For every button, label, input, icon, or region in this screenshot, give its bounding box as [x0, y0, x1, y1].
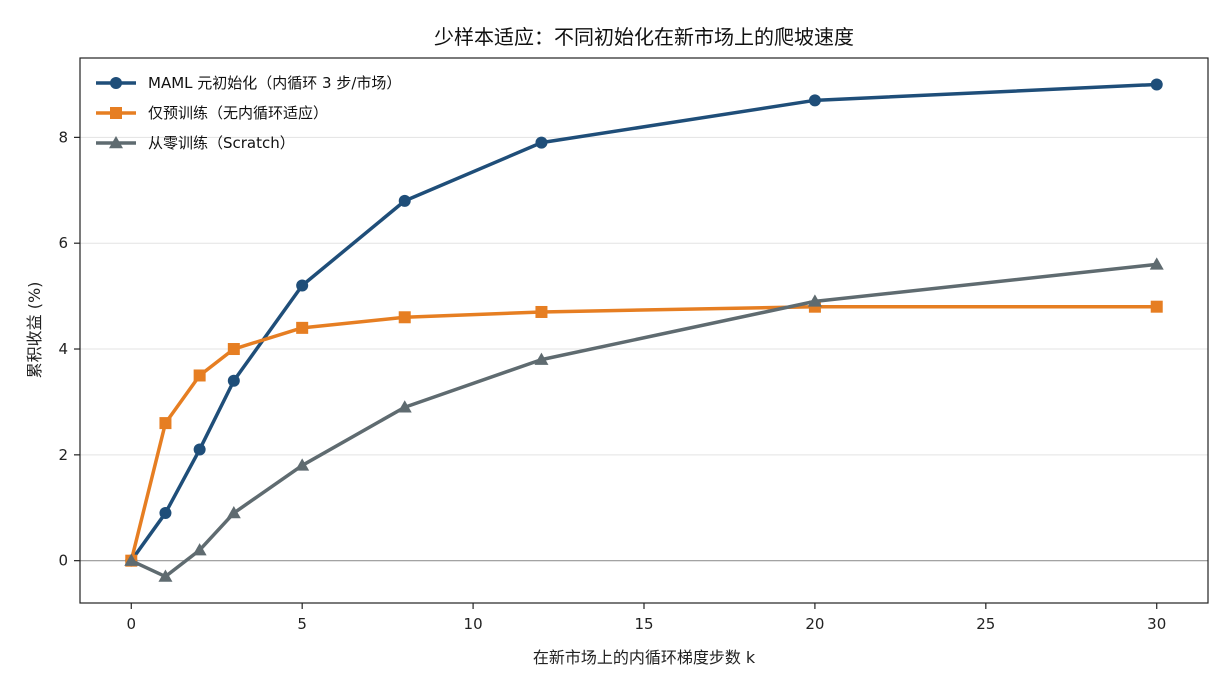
data-point: [1150, 78, 1163, 91]
data-point: [296, 279, 309, 292]
data-point: [226, 506, 241, 519]
data-point: [124, 553, 139, 566]
series-3: [124, 257, 1164, 582]
data-point: [535, 136, 548, 149]
legend: MAML 元初始化（内循环 3 步/市场） 仅预训练（无内循环适应） 从零训练（Sc…: [96, 74, 401, 152]
x-tick-label: 25: [976, 615, 995, 633]
legend-swatch-marker: [110, 77, 122, 89]
data-point: [192, 543, 207, 556]
y-tick-label: 0: [58, 552, 68, 570]
data-point: [227, 343, 240, 356]
data-point: [227, 374, 240, 387]
legend-label: MAML 元初始化（内循环 3 步/市场）: [148, 74, 401, 92]
data-point: [159, 417, 172, 430]
x-tick-label: 5: [297, 615, 307, 633]
data-point: [295, 458, 310, 471]
series-line: [129, 82, 1157, 562]
x-tick-label: 15: [634, 615, 653, 633]
chart-title: 少样本适应：不同初始化在新市场上的爬坡速度: [434, 25, 854, 49]
x-tick-label: 0: [126, 615, 136, 633]
data-point: [296, 321, 309, 334]
data-point: [398, 311, 411, 324]
y-tick-label: 8: [58, 128, 68, 146]
legend-item: 从零训练（Scratch）: [96, 134, 295, 152]
data-point: [397, 400, 412, 413]
data-point: [1149, 257, 1164, 270]
series-1: [125, 78, 1163, 567]
y-tick-label: 2: [58, 446, 68, 464]
legend-label: 从零训练（Scratch）: [148, 134, 295, 152]
x-axis-ticks: 0 5 10 15 20 25 30: [126, 603, 1166, 633]
legend-item: MAML 元初始化（内循环 3 步/市场）: [96, 74, 401, 92]
legend-swatch-marker: [109, 136, 123, 149]
data-point: [1150, 300, 1163, 313]
series-2: [125, 300, 1163, 567]
legend-item: 仅预训练（无内循环适应）: [96, 104, 328, 122]
y-tick-label: 6: [58, 234, 68, 252]
data-point: [808, 94, 821, 107]
series-line: [129, 304, 1157, 562]
data-point: [534, 352, 549, 365]
data-point: [193, 443, 206, 456]
data-point: [535, 305, 548, 318]
x-tick-label: 20: [805, 615, 824, 633]
legend-label: 仅预训练（无内循环适应）: [148, 104, 328, 122]
data-point: [807, 294, 822, 307]
legend-swatch-marker: [110, 107, 122, 119]
data-point: [193, 369, 206, 382]
data-point: [158, 569, 173, 582]
y-axis-label: 累积收益 (%): [25, 282, 44, 379]
series-layer: [124, 78, 1164, 582]
data-point: [159, 507, 172, 520]
x-tick-label: 30: [1147, 615, 1166, 633]
grid: [80, 136, 1208, 562]
x-axis-label: 在新市场上的内循环梯度步数 k: [533, 648, 756, 667]
data-point: [398, 194, 411, 207]
y-tick-label: 4: [58, 340, 68, 358]
x-tick-label: 10: [464, 615, 483, 633]
y-axis-ticks: 0 2 4 6 8: [58, 128, 80, 570]
